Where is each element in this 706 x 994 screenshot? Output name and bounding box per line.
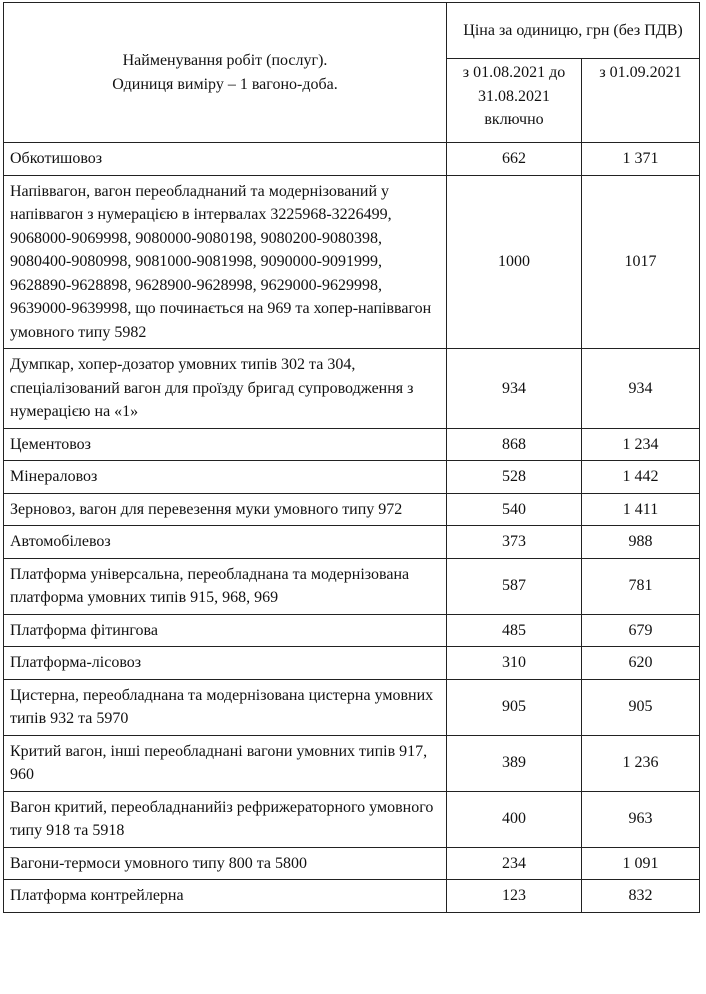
table-body: Обкотишовоз 662 1 371 Напіввагон, вагон пер… (3, 142, 700, 913)
price-period-2-cell: 934 (581, 348, 700, 429)
table-row: Вагони-термоси умовного типу 800 та 5800… (3, 846, 700, 880)
price-period-2-cell: 1 234 (581, 427, 700, 461)
work-name-cell: Цементовоз (3, 427, 447, 461)
price-period-2-cell: 1017 (581, 174, 700, 349)
price-period-1-cell: 1000 (446, 174, 582, 349)
table-row: Мінераловоз 528 1 442 (3, 460, 700, 494)
work-name-cell: Платформа-лісовоз (3, 646, 447, 680)
price-period-1-cell: 662 (446, 142, 582, 176)
table-row: Автомобілевоз 373 988 (3, 525, 700, 559)
price-period-2-cell: 832 (581, 879, 700, 913)
price-period-2-cell: 1 442 (581, 460, 700, 494)
table-row: Платформа фітингова 485 679 (3, 613, 700, 647)
period-2-header: з 01.09.2021 (581, 58, 700, 143)
name-header-line-2: Одиниця виміру – 1 вагоно-доба. (112, 75, 338, 93)
price-period-1-cell: 123 (446, 879, 582, 913)
price-column-header: Ціна за одиницю, грн (без ПДВ) (446, 2, 700, 59)
table-row: Напіввагон, вагон переобладнаний та моде… (3, 174, 700, 349)
name-header-line-1: Найменування робіт (послуг). (122, 52, 328, 69)
table-row: Зерновоз, вагон для перевезення муки умо… (3, 492, 700, 526)
table-row: Цистерна, переобладнана та модернізована… (3, 678, 700, 736)
work-name-cell: Критий вагон, інші переобладнані вагони … (3, 734, 447, 792)
price-period-1-cell: 485 (446, 613, 582, 647)
price-period-2-cell: 679 (581, 613, 700, 647)
work-name-cell: Платформа універсальна, переобладнана та… (3, 557, 447, 615)
price-period-1-cell: 310 (446, 646, 582, 680)
price-period-2-cell: 1 091 (581, 846, 700, 880)
work-name-cell: Вагони-термоси умовного типу 800 та 5800 (3, 846, 447, 880)
price-period-1-cell: 934 (446, 348, 582, 429)
price-period-2-cell: 988 (581, 525, 700, 559)
price-period-1-cell: 234 (446, 846, 582, 880)
header-subrow: з 01.08.2021 до 31.08.2021 включно з 01.… (4, 58, 700, 143)
table-row: Обкотишовоз 662 1 371 (3, 142, 700, 176)
work-name-cell: Цистерна, переобладнана та модернізована… (3, 678, 447, 736)
work-name-cell: Мінераловоз (3, 460, 447, 494)
tariff-table: Найменування робіт (послуг). Одиниця вим… (3, 2, 700, 913)
header-row: Найменування робіт (послуг). Одиниця вим… (3, 2, 700, 143)
price-period-1-cell: 905 (446, 678, 582, 736)
price-period-1-cell: 587 (446, 557, 582, 615)
work-name-cell: Автомобілевоз (3, 525, 447, 559)
price-period-2-cell: 1 411 (581, 492, 700, 526)
work-name-cell: Думпкар, хопер-дозатор умовних типів 302… (3, 348, 447, 429)
price-period-1-cell: 389 (446, 734, 582, 792)
price-period-1-cell: 540 (446, 492, 582, 526)
table-row: Платформа контрейлерна 123 832 (3, 879, 700, 913)
work-name-cell: Платформа контрейлерна (3, 879, 447, 913)
table-row: Критий вагон, інші переобладнані вагони … (3, 734, 700, 792)
name-column-header: Найменування робіт (послуг). Одиниця вим… (3, 2, 447, 143)
table-row: Платформа-лісовоз 310 620 (3, 646, 700, 680)
price-period-1-cell: 373 (446, 525, 582, 559)
work-name-cell: Напіввагон, вагон переобладнаний та моде… (3, 174, 447, 349)
table-row: Платформа універсальна, переобладнана та… (3, 557, 700, 615)
price-period-1-cell: 868 (446, 427, 582, 461)
price-period-2-cell: 905 (581, 678, 700, 736)
table-row: Думпкар, хопер-дозатор умовних типів 302… (3, 348, 700, 429)
price-period-2-cell: 1 236 (581, 734, 700, 792)
table-row: Вагон критий, переобладнанийіз рефрижера… (3, 790, 700, 848)
work-name-cell: Платформа фітингова (3, 613, 447, 647)
price-period-2-cell: 781 (581, 557, 700, 615)
price-period-1-cell: 400 (446, 790, 582, 848)
price-period-2-cell: 620 (581, 646, 700, 680)
price-period-1-cell: 528 (446, 460, 582, 494)
work-name-cell: Зерновоз, вагон для перевезення муки умо… (3, 492, 447, 526)
price-period-2-cell: 1 371 (581, 142, 700, 176)
table-row: Цементовоз 868 1 234 (3, 427, 700, 461)
work-name-cell: Обкотишовоз (3, 142, 447, 176)
price-period-2-cell: 963 (581, 790, 700, 848)
period-1-header: з 01.08.2021 до 31.08.2021 включно (446, 58, 582, 143)
work-name-cell: Вагон критий, переобладнанийіз рефрижера… (3, 790, 447, 848)
